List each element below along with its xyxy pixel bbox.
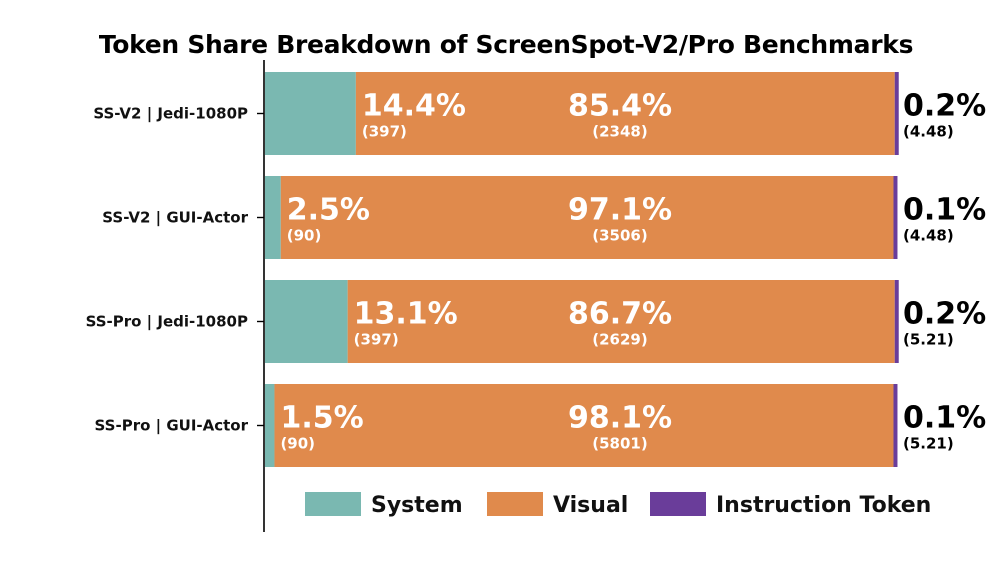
data-label-system-pct: 1.5% [280, 401, 363, 436]
data-label-system-pct: 13.1% [354, 297, 458, 332]
data-label-system-pct: 2.5% [287, 193, 370, 228]
category-label: SS-Pro | Jedi-1080P [86, 313, 248, 332]
data-label-visual-pct: 97.1% [568, 193, 672, 228]
data-label-system-count: (397) [362, 123, 407, 141]
bar-segment-instruction-token [894, 72, 899, 155]
legend-label-visual: Visual [553, 493, 628, 518]
bar-segment-system [265, 176, 281, 259]
data-label-instruction-count: (5.21) [903, 331, 954, 349]
data-label-system-count: (397) [354, 331, 399, 349]
bar-segment-visual [274, 384, 894, 467]
data-label-visual-pct: 86.7% [568, 297, 672, 332]
data-label-instruction-count: (4.48) [903, 123, 954, 141]
legend-label-system: System [371, 493, 463, 518]
bar-segment-instruction-token [893, 384, 898, 467]
data-label-visual-count: (2629) [592, 331, 647, 349]
legend-swatch-system [305, 492, 361, 516]
data-label-visual-pct: 85.4% [568, 89, 672, 124]
chart-title: Token Share Breakdown of ScreenSpot-V2/P… [99, 30, 913, 59]
category-label: SS-V2 | Jedi-1080P [93, 105, 248, 124]
data-label-instruction-pct: 0.1% [903, 401, 986, 436]
data-label-system-count: (90) [287, 227, 322, 245]
data-label-instruction-pct: 0.2% [903, 297, 986, 332]
category-label: SS-Pro | GUI-Actor [95, 417, 249, 436]
bar-segment-visual [280, 176, 894, 259]
bars-group: SS-V2 | Jedi-1080P 14.4%(397)85.4%(2348)0… [86, 72, 986, 467]
legend-swatch-instruction-token [650, 492, 706, 516]
bar-segment-instruction-token [893, 176, 898, 259]
data-label-instruction-pct: 0.1% [903, 193, 986, 228]
bar-segment-visual [347, 280, 895, 363]
data-label-visual-pct: 98.1% [568, 401, 672, 436]
data-label-system-pct: 14.4% [362, 89, 466, 124]
data-label-visual-count: (3506) [592, 227, 647, 245]
data-label-instruction-pct: 0.2% [903, 89, 986, 124]
bar-segment-system [265, 72, 356, 155]
bar-segment-system [265, 280, 348, 363]
data-label-instruction-count: (4.48) [903, 227, 954, 245]
data-label-instruction-count: (5.21) [903, 435, 954, 453]
bar-segment-instruction-token [894, 280, 899, 363]
legend-swatch-visual [487, 492, 543, 516]
data-label-visual-count: (2348) [592, 123, 647, 141]
bar-segment-visual [355, 72, 895, 155]
bar-segment-system [265, 384, 275, 467]
legend: System Visual Instruction Token [305, 492, 931, 518]
data-label-visual-count: (5801) [592, 435, 647, 453]
data-label-system-count: (90) [280, 435, 315, 453]
legend-label-instruction-token: Instruction Token [716, 493, 931, 518]
category-label: SS-V2 | GUI-Actor [102, 209, 248, 228]
